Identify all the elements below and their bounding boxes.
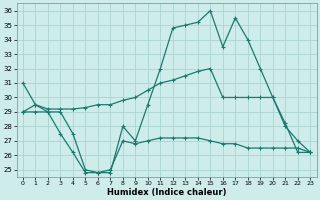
X-axis label: Humidex (Indice chaleur): Humidex (Indice chaleur) xyxy=(107,188,226,197)
